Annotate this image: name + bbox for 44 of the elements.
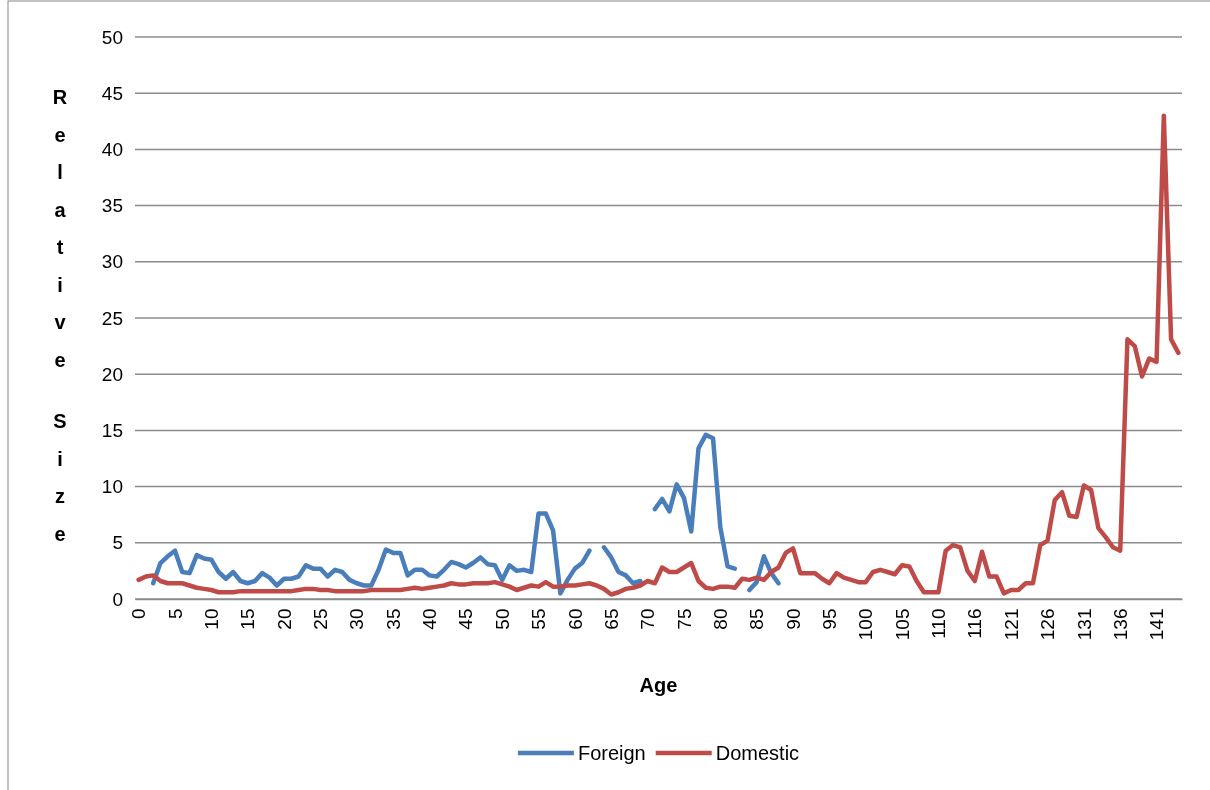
x-tick-label: 100 [855, 608, 877, 641]
x-tick-label: 75 [673, 608, 695, 630]
x-tick-label: 110 [928, 608, 950, 639]
x-tick-label: 136 [1109, 608, 1131, 641]
x-axis-title: Age [639, 674, 678, 696]
legend-label: Domestic [715, 742, 800, 764]
x-tick-label: 15 [237, 608, 259, 630]
y-tick-label: 35 [101, 195, 123, 217]
y-tick-label: 15 [101, 419, 123, 441]
y-tick-label: 25 [101, 307, 123, 329]
y-tick-label: 45 [101, 82, 123, 104]
y-tick-label: 10 [101, 476, 123, 498]
x-tick-label: 5 [164, 608, 186, 620]
x-tick-label: 105 [891, 608, 913, 641]
x-tick-label: 141 [1146, 608, 1168, 641]
legend-label: Foreign [577, 742, 646, 764]
x-tick-label: 126 [1037, 608, 1059, 641]
line-series [136, 113, 1181, 597]
x-tick-label: 55 [528, 608, 550, 630]
x-tick-label: 65 [600, 608, 622, 630]
x-tick-label: 131 [1073, 608, 1095, 641]
x-tick-label: 10 [200, 608, 222, 630]
text: Relative Size [52, 86, 68, 545]
x-tick-label: 45 [455, 608, 477, 630]
x-tick-label: 20 [273, 608, 295, 630]
x-tick-label: 85 [746, 608, 768, 630]
y-tick-label: 20 [101, 363, 123, 385]
x-tick-label: 70 [637, 608, 659, 630]
x-tick-label: 80 [709, 608, 731, 630]
x-tick-label: 30 [346, 608, 368, 630]
y-tick-label: 30 [101, 251, 123, 273]
x-tick-label: 40 [419, 608, 441, 630]
x-tick-label: 90 [782, 608, 804, 630]
x-tick-label: 0 [128, 608, 150, 620]
x-tick-label: 95 [819, 608, 841, 630]
y-tick-label: 40 [101, 138, 123, 160]
x-tick-label: 35 [382, 608, 404, 630]
y-tick-label: 5 [112, 532, 123, 554]
x-tick-label: 121 [1000, 608, 1022, 641]
x-tick-label: 50 [491, 608, 513, 630]
x-tick-label: 116 [964, 608, 986, 639]
y-tick-label: 50 [101, 26, 123, 48]
x-tick-label: 25 [310, 608, 332, 630]
x-tick-label: 60 [564, 608, 586, 630]
